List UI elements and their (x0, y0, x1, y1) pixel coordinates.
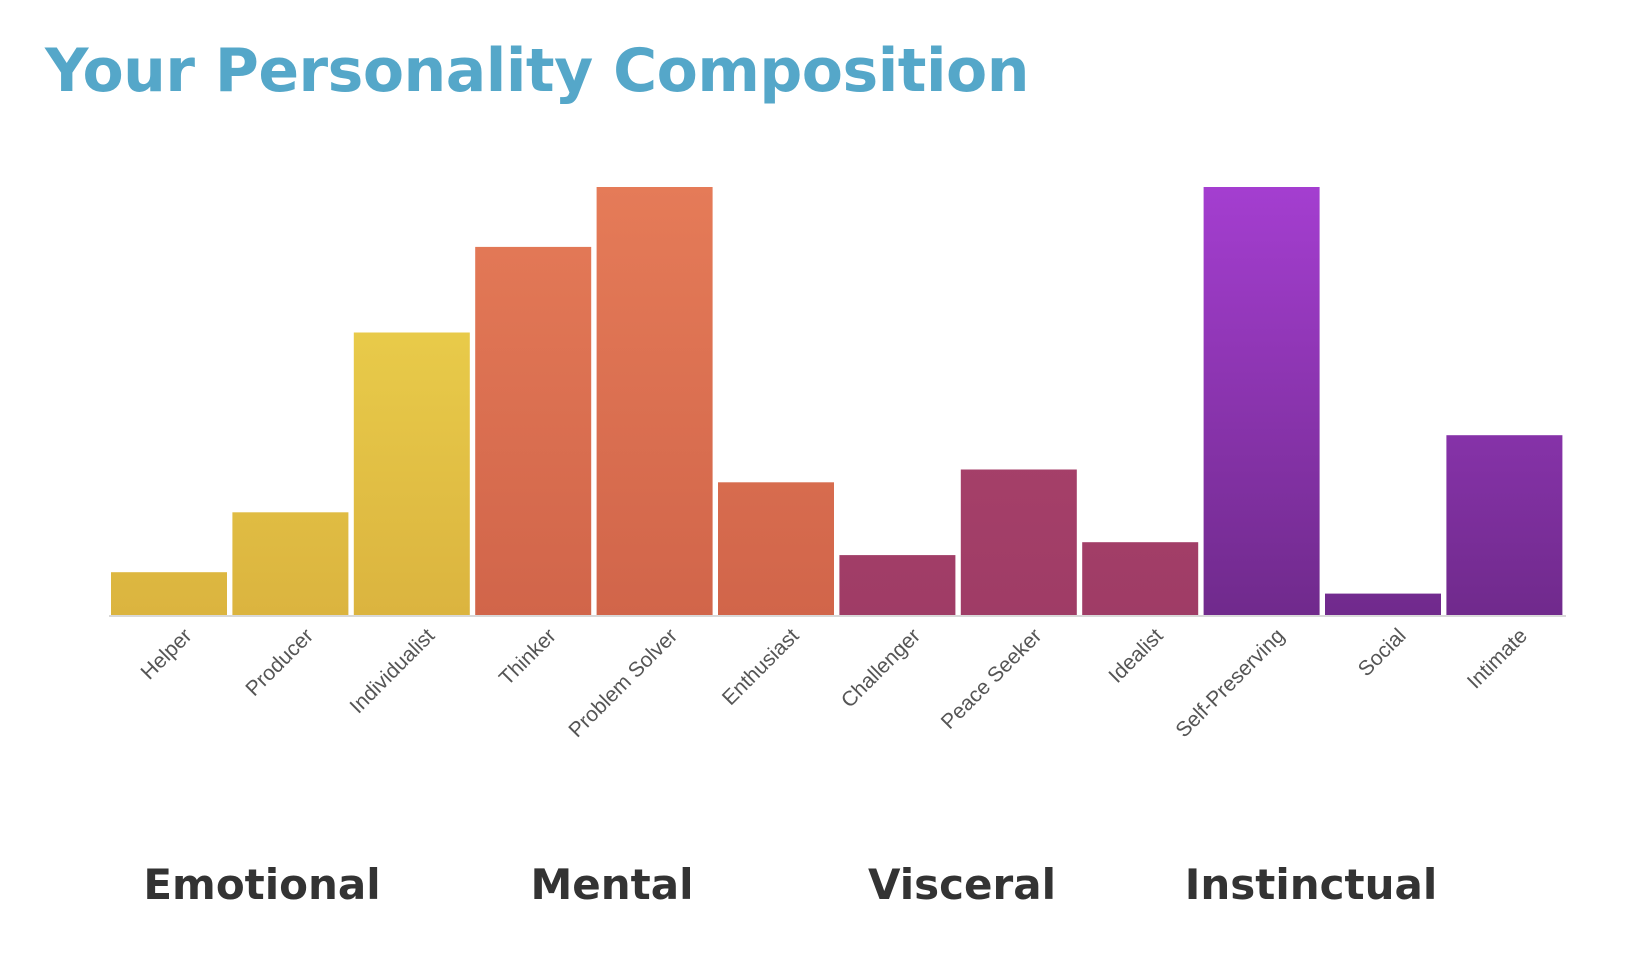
bar-challenger (839, 555, 955, 615)
category-groups: Emotional Mental Visceral Instinctual (0, 860, 1636, 920)
bar-helper (111, 572, 227, 615)
tick-label-challenger: Challenger (837, 624, 925, 712)
tick-label-idealist: Idealist (1104, 624, 1167, 687)
bar-producer (232, 512, 348, 615)
tick-label-peace-seeker: Peace Seeker (937, 624, 1047, 734)
bar-thinker (475, 247, 591, 615)
tick-label-self-preserving: Self-Preserving (1171, 624, 1289, 742)
tick-label-enthusiast: Enthusiast (718, 624, 804, 710)
bar-social (1325, 594, 1441, 615)
bar-intimate (1446, 435, 1562, 615)
bar-idealist (1082, 542, 1198, 615)
bar-individualist (354, 333, 470, 616)
group-label-mental: Mental (531, 860, 694, 909)
tick-label-helper: Helper (137, 624, 197, 684)
group-label-emotional: Emotional (143, 860, 380, 909)
bar-enthusiast (718, 482, 834, 615)
tick-label-intimate: Intimate (1463, 624, 1532, 693)
tick-label-problem-solver: Problem Solver (564, 624, 682, 742)
tick-label-thinker: Thinker (495, 624, 561, 690)
tick-label-individualist: Individualist (345, 624, 439, 718)
bar-peace-seeker (961, 470, 1077, 616)
bar-chart: Helper Producer Individualist Thinker Proble… (0, 0, 1636, 964)
tick-label-producer: Producer (241, 624, 318, 701)
tick-label-social: Social (1354, 624, 1411, 681)
group-label-instinctual: Instinctual (1185, 860, 1438, 909)
bar-self-preserving (1204, 187, 1320, 615)
group-label-visceral: Visceral (868, 860, 1056, 909)
bar-problem-solver (597, 187, 713, 615)
